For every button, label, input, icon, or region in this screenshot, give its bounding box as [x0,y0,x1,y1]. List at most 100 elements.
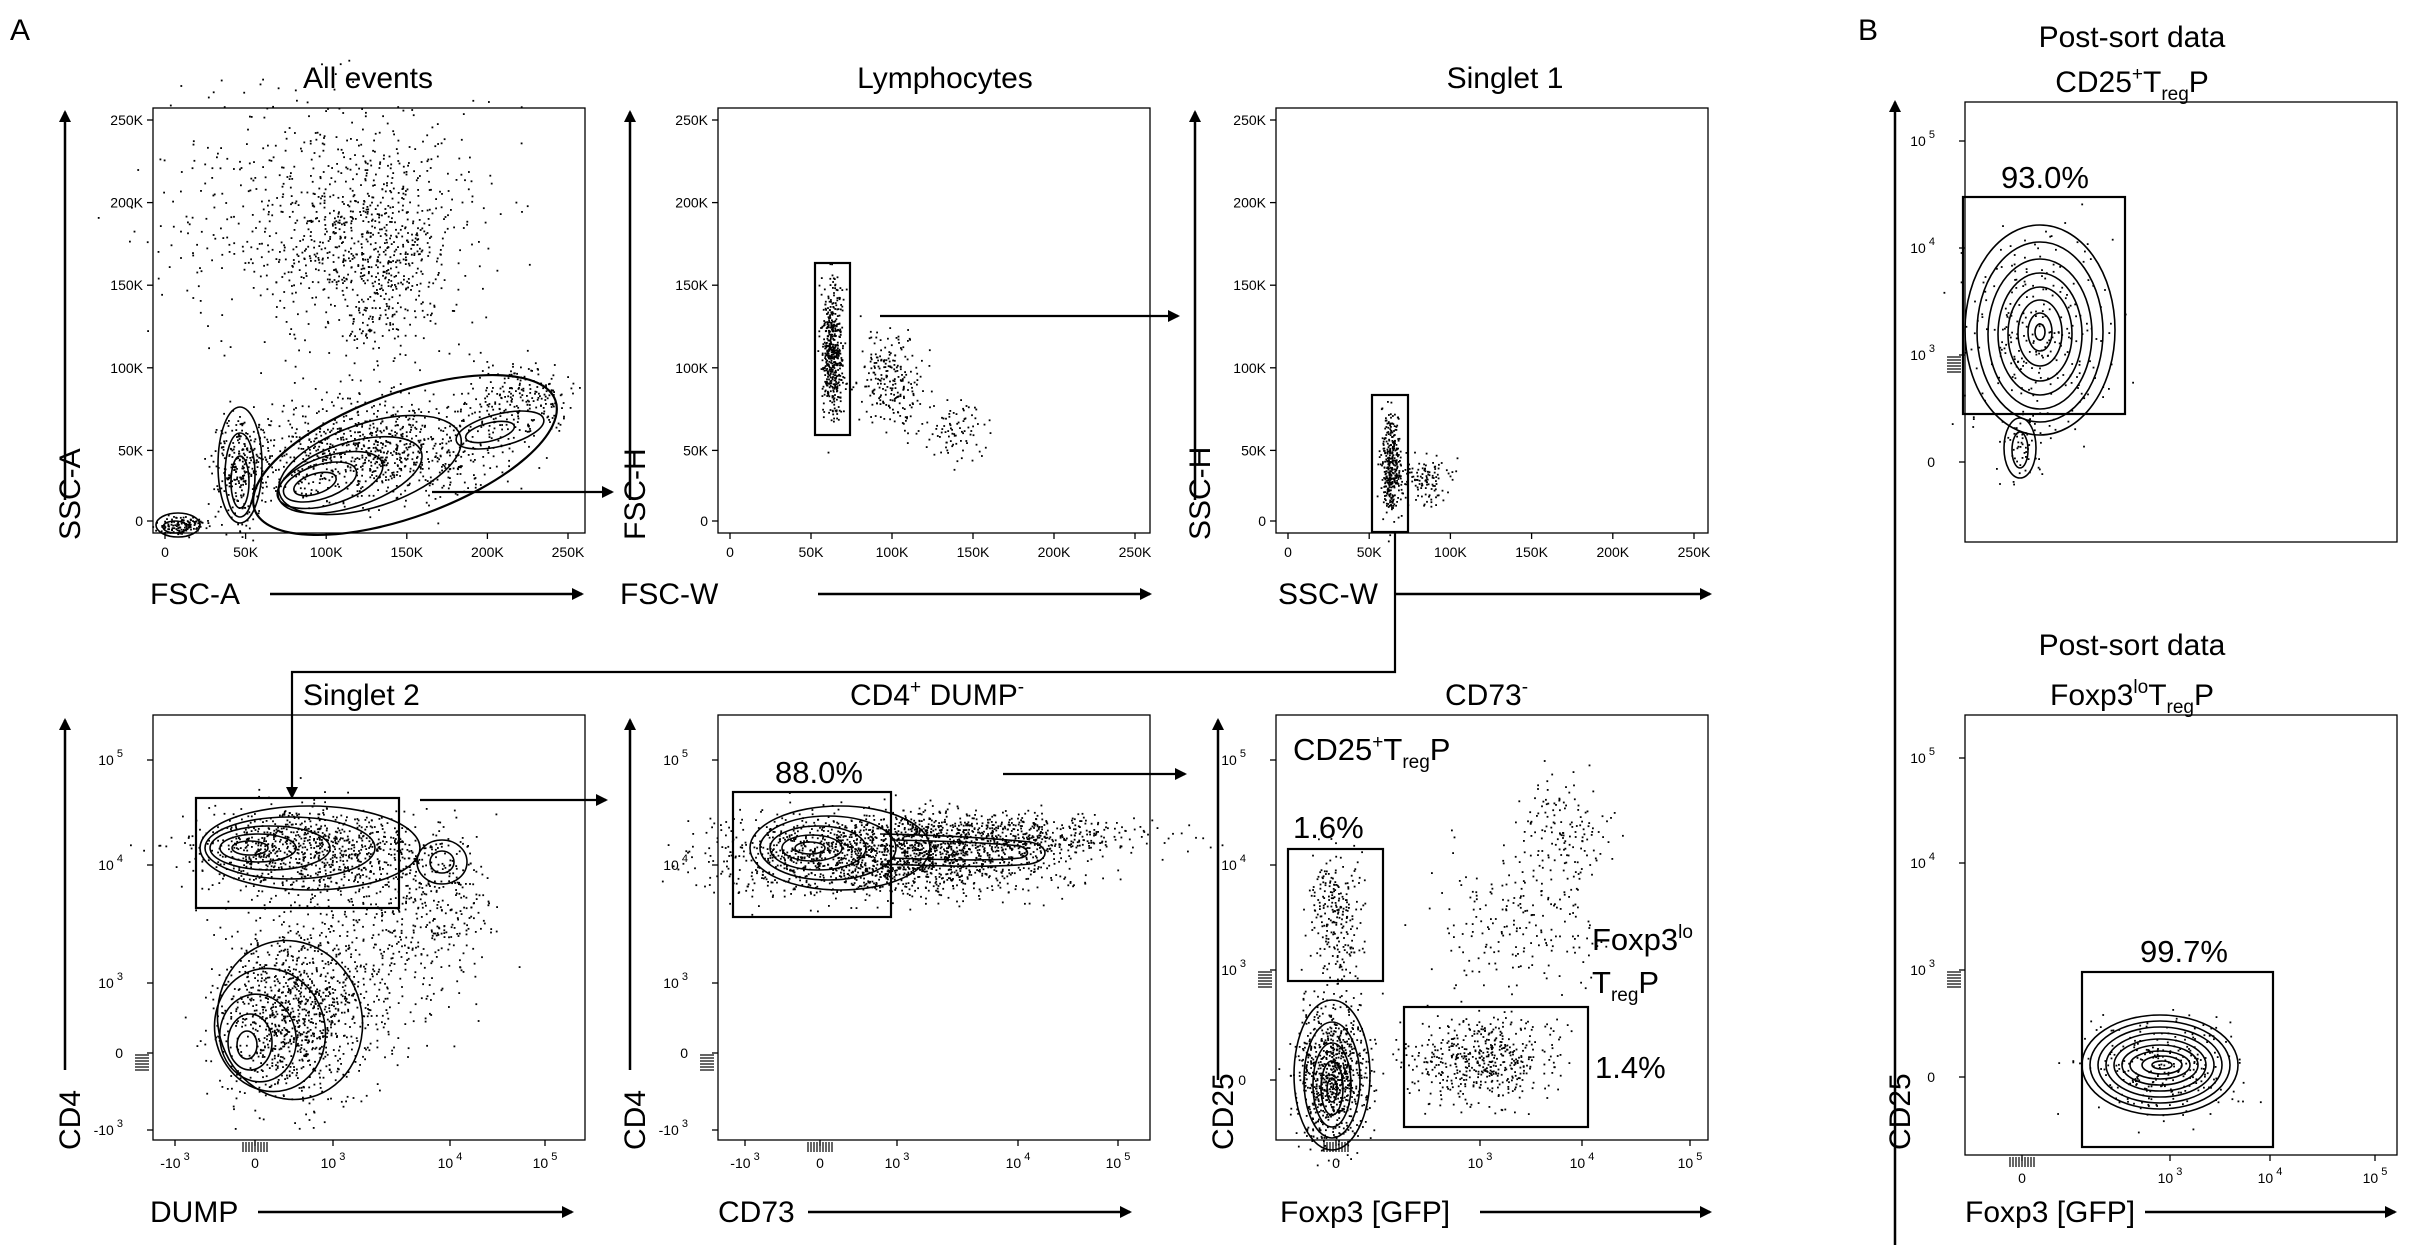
y-tick-label: 250K [1233,112,1266,128]
event-dot [390,163,393,166]
event-dot [236,478,238,481]
event-dot [365,450,368,452]
event-dot [835,410,838,413]
event-dot [385,229,388,232]
event-dot [271,844,273,847]
event-dot [356,826,359,829]
event-dot [261,837,264,839]
event-dot [443,279,446,281]
event-dot [483,473,486,476]
event-dot [419,431,422,433]
event-dot [827,344,829,347]
event-dot [926,421,929,424]
event-dot [314,303,316,306]
event-dot [820,293,823,296]
event-dot [308,220,311,222]
event-dot [326,437,329,440]
event-dot [876,402,878,405]
event-dot [454,460,457,463]
event-dot [257,862,260,864]
event-dot [1387,433,1390,435]
event-dot [381,335,384,337]
event-dot [425,501,428,504]
event-dot [1387,422,1390,425]
event-dot [831,274,834,277]
event-dot [297,313,299,316]
event-dot [562,402,565,404]
event-dot [376,360,379,363]
event-dot [294,222,297,224]
event-dot [257,848,260,851]
event-dot [526,403,529,406]
event-dot [187,221,189,224]
x-ticks: 0 50K 100K 150K 200K 250K [161,533,585,560]
event-dot [388,853,390,855]
event-dot [336,842,339,845]
event-dot [933,405,935,407]
event-dot [186,520,189,522]
event-dot [295,428,298,431]
event-dot [362,834,365,837]
event-dot [1414,479,1416,482]
event-dot [384,404,386,407]
event-dot [916,379,919,381]
event-dot [1393,521,1396,523]
event-dot [1383,438,1386,440]
event-dot [831,311,834,313]
event-dot [818,330,821,333]
event-dot [343,264,345,267]
event-dot [491,390,493,393]
event-dot [376,843,379,846]
event-dot [420,446,423,448]
event-dot [516,378,519,381]
x-tick-label: 100K [1434,544,1467,560]
event-dot [836,297,839,299]
event-dot [131,206,133,209]
event-dot [416,244,419,246]
event-dot [291,201,294,204]
event-dot [270,159,273,162]
event-dot [894,382,897,385]
event-dot [244,828,247,831]
event-dot [357,414,360,416]
event-dot [322,288,325,291]
event-dot [558,430,561,432]
event-dot [290,955,293,957]
event-dot [1417,488,1419,491]
event-dot [514,426,517,428]
event-dot [376,466,379,469]
event-dot [408,482,411,485]
event-dot [267,213,270,216]
event-dot [340,452,342,455]
event-dot [394,431,396,433]
event-dot [259,83,262,86]
event-dot [834,330,837,333]
event-dot [338,219,341,222]
event-dot [362,874,364,876]
event-dot [383,183,385,186]
event-dot [419,471,422,474]
event-dot [330,429,333,432]
event-dot [240,870,243,873]
event-dot [569,407,572,409]
event-dot [224,856,227,858]
event-dot [417,860,419,863]
event-dot [358,850,360,852]
event-dot [257,461,260,463]
event-dot [828,349,831,352]
event-dot [330,459,333,462]
event-dot [364,115,367,118]
event-dot [327,1029,330,1032]
event-dot [269,858,272,861]
event-dot [512,394,514,397]
event-dot [376,848,378,851]
event-dot [304,415,307,418]
event-dot [279,204,282,207]
event-dot [374,208,377,210]
event-dot [830,382,833,384]
event-dot [295,475,298,478]
event-dot [318,445,321,448]
event-dot [354,854,357,857]
event-dot [389,221,391,223]
event-dot [298,260,300,263]
